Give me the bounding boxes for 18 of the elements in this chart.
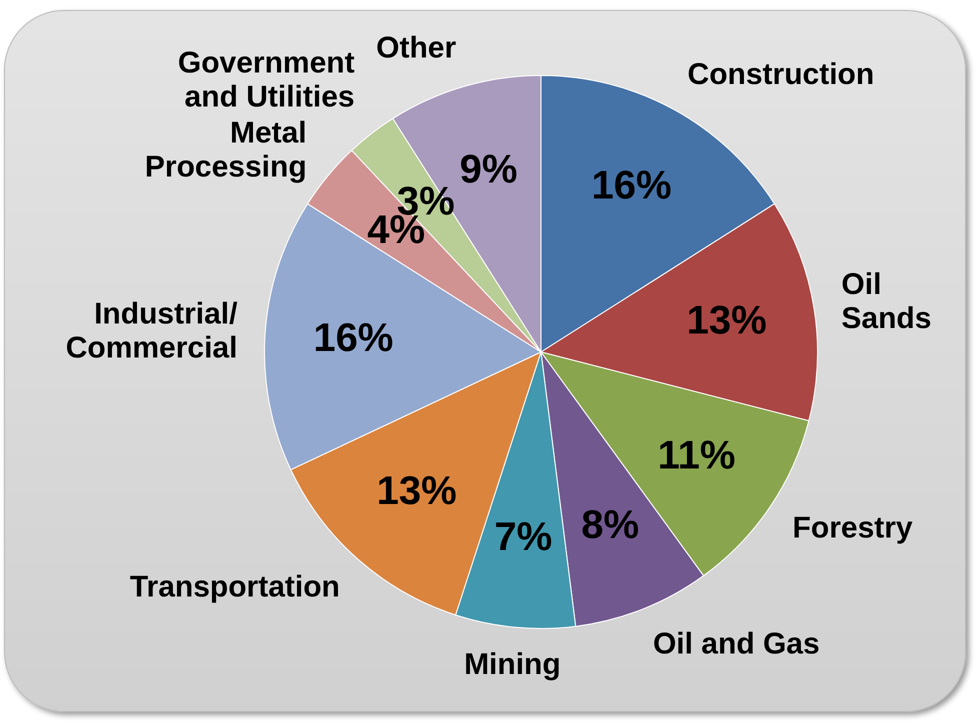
data-label: 13% — [376, 469, 457, 514]
slice-label: Oil Sands — [841, 268, 932, 335]
data-label: 16% — [313, 316, 394, 360]
slice-label: Other — [376, 32, 456, 65]
slice-label: Metal Processing — [144, 116, 307, 184]
data-label: 8% — [581, 502, 640, 547]
data-label: 16% — [592, 163, 672, 208]
data-label: 7% — [494, 515, 552, 560]
slice-label: Mining — [464, 648, 561, 682]
data-label: 9% — [460, 147, 518, 192]
slice-label: Government and Utilities — [178, 46, 355, 114]
slice-label: Industrial/ Commercial — [66, 297, 238, 364]
slice-label: Transportation — [130, 570, 340, 604]
slice-label: Oil and Gas — [652, 627, 820, 660]
data-label: 11% — [658, 434, 736, 478]
slice-label: Forestry — [792, 511, 913, 544]
slice-label: Construction — [688, 58, 874, 92]
data-label: 13% — [686, 298, 767, 343]
